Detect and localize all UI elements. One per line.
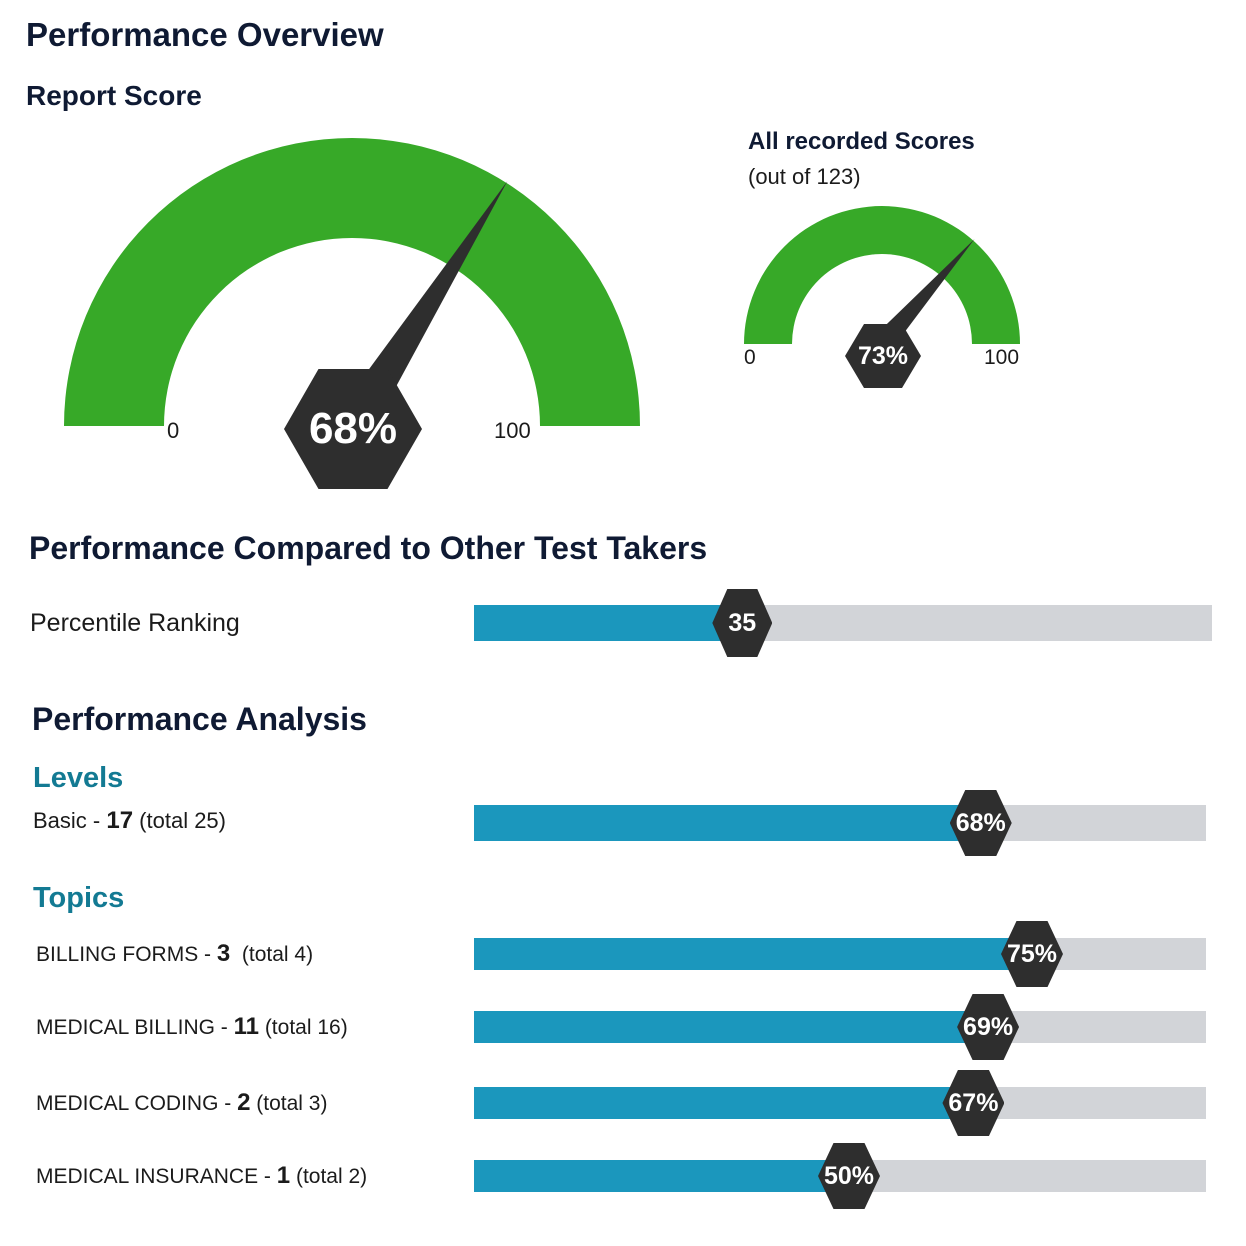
all-scores-max-label: 100 xyxy=(984,346,1020,369)
all-scores-gauge-needle xyxy=(873,238,975,352)
topic-bar xyxy=(474,938,1206,970)
topic-label: MEDICAL BILLING - 11 (total 16) xyxy=(36,1013,348,1041)
analysis-title: Performance Analysis xyxy=(32,701,367,737)
all-scores-subtitle: (out of 123) xyxy=(748,164,861,189)
all-scores-gauge xyxy=(744,206,1020,352)
report-gauge-value-badge: 68% xyxy=(284,369,422,489)
topic-bar-fill xyxy=(474,1087,965,1119)
topic-label: BILLING FORMS - 3 (total 4) xyxy=(36,940,313,968)
row-score: 3 xyxy=(216,940,231,967)
topic-percent-marker: 67% xyxy=(942,1070,1005,1136)
row-name: MEDICAL CODING - xyxy=(36,1092,238,1115)
row-name: MEDICAL BILLING - xyxy=(36,1016,234,1039)
level-bar-fill xyxy=(474,805,972,841)
topic-bar-fill xyxy=(474,938,1023,970)
percentile-bar xyxy=(474,605,1212,641)
topic-bar xyxy=(474,1087,1206,1119)
report-score-gauge-arc xyxy=(64,138,640,426)
topic-bar xyxy=(474,1011,1206,1043)
all-scores-title: All recorded Scores xyxy=(748,128,975,155)
percentile-marker: 35 xyxy=(712,589,773,657)
topic-percent-marker: 50% xyxy=(818,1143,880,1209)
topic-percent-marker: 75% xyxy=(1001,921,1063,987)
row-score: 1 xyxy=(276,1162,291,1189)
page-title: Performance Overview xyxy=(26,16,384,53)
topics-title: Topics xyxy=(33,882,125,914)
row-name: Basic - xyxy=(33,808,107,833)
topic-label: MEDICAL CODING - 2 (total 3) xyxy=(36,1089,327,1117)
row-name: MEDICAL INSURANCE - xyxy=(36,1165,277,1188)
level-label: Basic - 17 (total 25) xyxy=(33,807,226,835)
report-score-title: Report Score xyxy=(26,80,202,111)
row-total: (total 16) xyxy=(258,1016,348,1039)
level-percent-marker: 68% xyxy=(949,790,1012,856)
percentile-bar-fill xyxy=(474,605,733,641)
row-total: (total 4) xyxy=(230,943,314,966)
row-score: 17 xyxy=(106,807,134,834)
level-bar xyxy=(474,805,1206,841)
levels-title: Levels xyxy=(33,762,124,794)
all-scores-gauge-arc xyxy=(744,206,1020,344)
row-score: 2 xyxy=(237,1089,251,1116)
report-gauge-max-label: 100 xyxy=(494,418,531,443)
row-name: BILLING FORMS - xyxy=(36,943,217,966)
row-total: (total 2) xyxy=(290,1165,368,1188)
topic-percent-marker: 69% xyxy=(957,994,1020,1060)
comparison-title: Performance Compared to Other Test Taker… xyxy=(29,530,708,566)
topic-bar-fill xyxy=(474,1160,840,1192)
row-total: (total 3) xyxy=(250,1092,328,1115)
all-scores-min-label: 0 xyxy=(744,346,756,369)
report-gauge-min-label: 0 xyxy=(167,418,180,443)
topic-label: MEDICAL INSURANCE - 1 (total 2) xyxy=(36,1162,367,1190)
topic-bar-fill xyxy=(474,1011,980,1043)
row-total: (total 25) xyxy=(133,808,226,833)
all-scores-value-badge: 73% xyxy=(845,324,921,388)
row-score: 11 xyxy=(233,1013,259,1040)
percentile-label: Percentile Ranking xyxy=(30,609,240,637)
